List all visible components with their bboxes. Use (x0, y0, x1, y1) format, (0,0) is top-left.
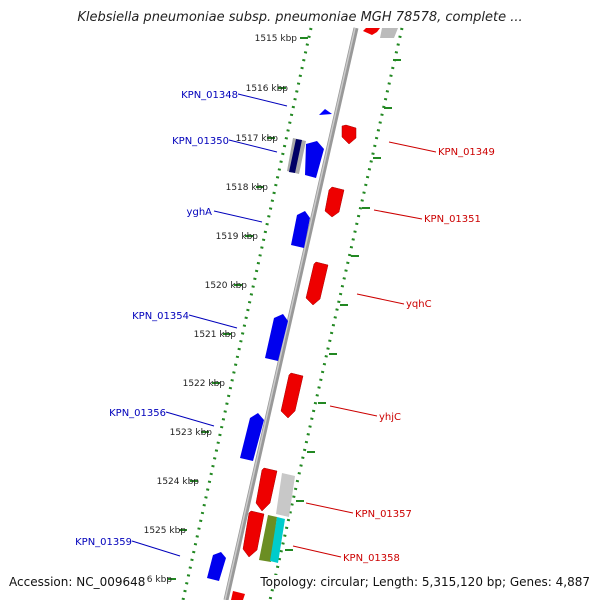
label-KPN_01354[interactable]: KPN_01354 (132, 311, 189, 322)
tick-1525: 1525 kbp (144, 526, 187, 536)
tick-ring-right (268, 27, 404, 600)
label-yhjC[interactable]: yhjC (379, 412, 401, 423)
label-yghA[interactable]: yghA (187, 207, 213, 218)
label-KPN_01358[interactable]: KPN_01358 (343, 553, 400, 564)
tick-label: 1525 kbp (144, 526, 187, 536)
tick-label: 1515 kbp (255, 34, 298, 44)
reverse-gene-labels: KPN_01349 KPN_01351 yqhC yhjC KPN_01357 … (292, 141, 495, 564)
tick-label: 1521 kbp (194, 330, 237, 340)
tick-1516: 1516 kbp (246, 84, 289, 94)
tick-1523: 1523 kbp (170, 428, 213, 438)
label-KPN_01351[interactable]: KPN_01351 (424, 214, 481, 225)
tick-label: 1524 kbp (157, 477, 200, 487)
tick-1521: 1521 kbp (194, 330, 237, 340)
label-yqhC[interactable]: yqhC (406, 299, 432, 310)
gene-KPN_01350-navy[interactable] (289, 139, 302, 173)
gene-bottom-red[interactable] (231, 591, 245, 600)
tick-label: 1520 kbp (205, 281, 248, 291)
gene-grey-1357[interactable] (276, 473, 295, 517)
label-KPN_01349[interactable]: KPN_01349 (438, 147, 495, 158)
genome-backbone-highlight (224, 27, 356, 600)
tick-1519: 1519 kbp (216, 232, 259, 242)
gene-KPN_01350[interactable] (305, 141, 324, 178)
tick-1524: 1524 kbp (157, 477, 200, 487)
gene-yhjC[interactable] (280, 372, 304, 419)
gene-KPN_01351[interactable] (324, 186, 345, 218)
tick-1515: 1515 kbp (255, 34, 308, 44)
tick-1520: 1520 kbp (205, 281, 248, 291)
tick-label: 1518 kbp (226, 183, 269, 193)
topology-text: Topology: circular; Length: 5,315,120 bp… (258, 575, 590, 589)
label-KPN_01357[interactable]: KPN_01357 (355, 509, 412, 520)
label-KPN_01359[interactable]: KPN_01359 (75, 537, 132, 548)
tick-1517: 1517 kbp (236, 134, 279, 144)
tick-1522: 1522 kbp (183, 379, 226, 389)
gene-yqhC[interactable] (305, 261, 329, 306)
gene-KPN_01359[interactable] (207, 552, 226, 581)
accession-text: Accession: NC_009648 (9, 575, 148, 589)
gene-grey-top[interactable] (380, 28, 398, 38)
forward-strand-genes (207, 109, 332, 581)
tick-marks: 1515 kbp 1516 kbp 1517 kbp 1518 kbp 1519… (144, 34, 401, 585)
label-KPN_01348[interactable]: KPN_01348 (181, 90, 238, 101)
gene-reverse[interactable] (363, 28, 380, 35)
label-KPN_01350[interactable]: KPN_01350 (172, 136, 229, 147)
tick-label: 1516 kbp (246, 84, 289, 94)
gene-KPN_01358[interactable] (242, 510, 265, 558)
genome-backbone (223, 27, 359, 600)
gene-KPN_01348[interactable] (319, 109, 332, 115)
gene-KPN_01357[interactable] (255, 467, 278, 512)
tick-1518: 1518 kbp (226, 183, 269, 193)
tick-label: 1519 kbp (216, 232, 259, 242)
tick-label: 1523 kbp (170, 428, 213, 438)
map-title: Klebsiella pneumoniae subsp. pneumoniae … (77, 10, 523, 25)
gene-KPN_01349[interactable] (341, 124, 357, 145)
gene-cyan[interactable] (270, 517, 285, 563)
tick-label: 6 kbp (147, 575, 173, 585)
gene-KPN_01356[interactable] (240, 413, 264, 461)
label-KPN_01356[interactable]: KPN_01356 (109, 408, 166, 419)
right-ring-ticks (285, 59, 401, 551)
gene-yghA[interactable] (291, 211, 310, 248)
gene-KPN_01354[interactable] (265, 314, 288, 361)
forward-gene-labels: KPN_01348 KPN_01350 yghA KPN_01354 KPN_0… (75, 90, 288, 557)
tick-ring-left (181, 27, 313, 600)
tick-1526: 6 kbp (147, 575, 176, 585)
reverse-strand-genes (231, 28, 398, 600)
tick-label: 1517 kbp (236, 134, 279, 144)
tick-label: 1522 kbp (183, 379, 226, 389)
